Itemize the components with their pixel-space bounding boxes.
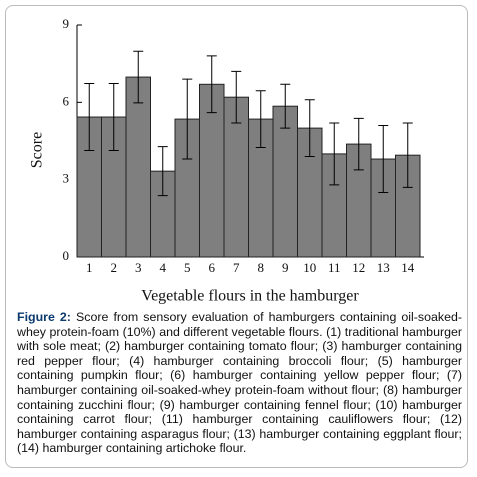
y-axis-label: Score	[29, 132, 46, 168]
error-bar	[280, 83, 291, 129]
y-tick-label: 6	[63, 93, 70, 108]
x-tick-label: 9	[282, 260, 289, 275]
error-bar	[353, 117, 364, 171]
error-bar	[108, 83, 119, 152]
caption: Figure 2: Score from sensory evaluation …	[17, 310, 462, 456]
chart: Vegetable flours in the hamburger Score …	[29, 16, 424, 305]
bar	[125, 76, 151, 258]
error-bar	[378, 125, 389, 194]
error-bar	[206, 55, 217, 114]
y-tick-label: 3	[63, 171, 70, 186]
error-bar	[329, 122, 340, 186]
error-bar	[402, 122, 413, 188]
x-tick-label: 3	[135, 260, 142, 275]
error-bar	[157, 146, 168, 197]
x-axis-label: Vegetable flours in the hamburger	[141, 288, 359, 305]
x-tick-label: 7	[233, 260, 240, 275]
error-bar	[84, 83, 95, 152]
y-tick-label: 0	[63, 248, 70, 263]
x-tick-label: 6	[209, 260, 216, 275]
x-tick-label: 11	[328, 260, 341, 275]
error-bar	[231, 70, 242, 124]
x-tick-label: 13	[377, 260, 390, 275]
x-tick-label: 10	[303, 260, 316, 275]
error-bar	[255, 90, 266, 148]
x-tick-label: 2	[111, 260, 118, 275]
caption-text: Score from sensory evaluation of hamburg…	[17, 310, 462, 456]
figure-frame	[5, 5, 468, 468]
x-tick-label: 12	[352, 260, 365, 275]
bar	[272, 105, 298, 258]
x-tick-label: 1	[86, 260, 93, 275]
error-bar	[304, 99, 315, 157]
caption-label: Figure 2:	[17, 310, 71, 324]
x-tick-label: 8	[258, 260, 265, 275]
error-bar	[133, 50, 144, 104]
x-tick-label: 14	[401, 260, 415, 275]
x-tick-label: 4	[160, 260, 167, 275]
y-tick-label: 9	[63, 16, 70, 31]
error-bar	[182, 78, 193, 160]
x-tick-label: 5	[184, 260, 191, 275]
